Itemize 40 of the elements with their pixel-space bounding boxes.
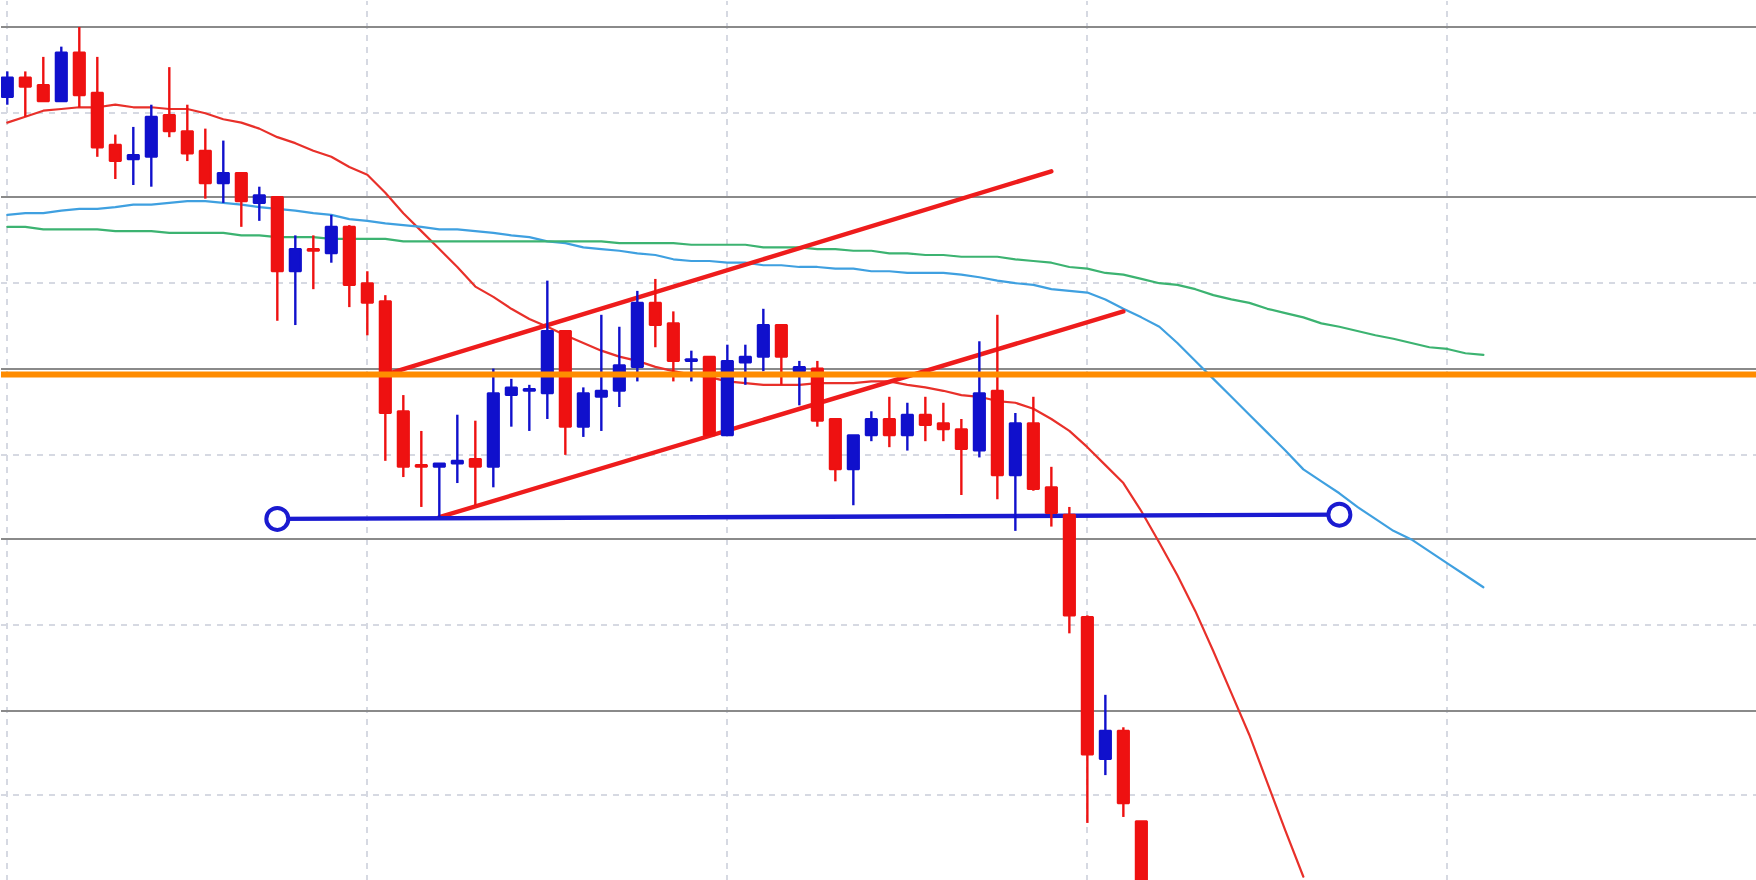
candlestick <box>324 213 338 264</box>
candlestick <box>738 343 752 387</box>
candlestick <box>1098 693 1112 777</box>
candlestick <box>936 401 950 443</box>
candlestick <box>918 395 932 443</box>
candlestick <box>774 323 788 387</box>
candlestick <box>234 171 248 229</box>
candlestick <box>180 103 194 163</box>
candlestick <box>162 65 176 139</box>
candlestick <box>756 307 770 373</box>
candlestick <box>792 359 806 407</box>
candlestick <box>594 313 608 433</box>
candlestick <box>648 277 662 349</box>
candlestick <box>360 270 374 337</box>
candlestick <box>864 410 878 443</box>
candlestick <box>1044 465 1058 528</box>
candlestick <box>882 395 896 449</box>
candlestick <box>522 383 536 433</box>
candlestick <box>288 234 302 327</box>
candlestick <box>954 417 968 497</box>
candlestick <box>900 401 914 452</box>
candlestick <box>126 125 140 187</box>
candlestick <box>72 25 86 109</box>
candlestick <box>1 70 14 106</box>
candlestick <box>468 419 482 507</box>
candlestick <box>576 386 590 439</box>
candlestick <box>306 234 320 291</box>
candlestick <box>216 139 230 205</box>
candlestick <box>450 413 464 485</box>
candlestick <box>18 70 32 118</box>
candlestick <box>504 377 518 428</box>
candlestick <box>36 55 50 103</box>
candlestick <box>252 185 266 223</box>
candlestick <box>846 434 860 507</box>
candlestick <box>414 429 428 509</box>
candlestick <box>666 310 680 383</box>
candlestick <box>144 103 158 188</box>
candlestick <box>684 349 698 383</box>
candlestick <box>198 127 212 200</box>
candlestick <box>108 133 122 181</box>
